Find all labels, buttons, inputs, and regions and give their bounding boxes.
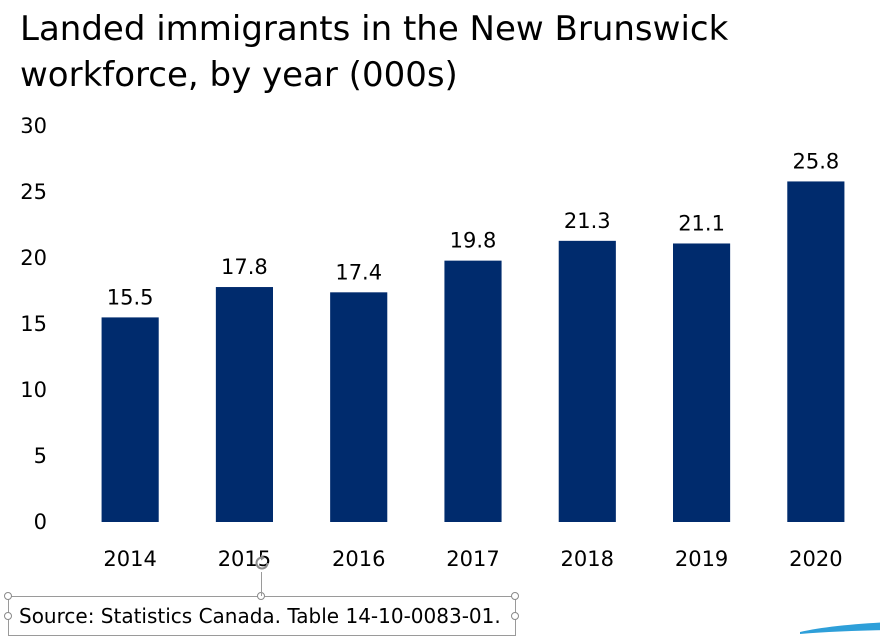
rotate-handle-stem	[261, 572, 262, 596]
bar-2015	[215, 287, 273, 522]
y-tick-label: 15	[20, 312, 47, 336]
y-tick-label: 5	[34, 444, 47, 468]
source-note[interactable]: Source: Statistics Canada. Table 14-10-0…	[19, 604, 501, 628]
bar-2018	[558, 240, 616, 522]
resize-handle-middle-right[interactable]	[511, 612, 519, 620]
x-tick-label-2019: 2019	[675, 547, 728, 571]
y-tick-label: 0	[34, 510, 47, 534]
y-tick-label: 25	[20, 180, 47, 204]
data-label-2015: 17.8	[221, 255, 268, 279]
y-tick-label: 20	[20, 246, 47, 270]
x-tick-label-2016: 2016	[332, 547, 385, 571]
resize-handle-top-left[interactable]	[4, 592, 12, 600]
data-label-2020: 25.8	[792, 149, 839, 173]
data-label-2017: 19.8	[450, 229, 497, 253]
data-labels: 15.5 17.8 17.4 19.8 21.3 21.1 25.8	[107, 149, 839, 309]
x-tick-label-2017: 2017	[446, 547, 499, 571]
chart-title: Landed immigrants in the New Brunswick w…	[20, 9, 740, 95]
data-label-2016: 17.4	[335, 260, 382, 284]
x-tick-label-2014: 2014	[103, 547, 156, 571]
rotate-icon[interactable]	[252, 553, 272, 573]
bar-2017	[444, 260, 502, 522]
x-axis: 2014 2015 2016 2017 2018 2019 2020	[103, 547, 842, 571]
data-label-2018: 21.3	[564, 209, 611, 233]
resize-handle-top-right[interactable]	[511, 592, 519, 600]
y-axis: 0 5 10 15 20 25 30	[20, 114, 47, 534]
y-tick-label: 10	[20, 378, 47, 402]
resize-handle-middle-left[interactable]	[4, 612, 12, 620]
x-tick-label-2020: 2020	[789, 547, 842, 571]
data-label-2019: 21.1	[678, 211, 725, 235]
bar-2020	[787, 181, 845, 522]
bar-2019	[673, 243, 731, 523]
data-label-2014: 15.5	[107, 285, 154, 309]
y-tick-label: 30	[20, 114, 47, 138]
bar-2016	[330, 292, 388, 522]
x-tick-label-2018: 2018	[561, 547, 614, 571]
decorative-accent-shape	[800, 622, 880, 634]
bar-2014	[101, 317, 159, 522]
bars	[101, 181, 845, 523]
